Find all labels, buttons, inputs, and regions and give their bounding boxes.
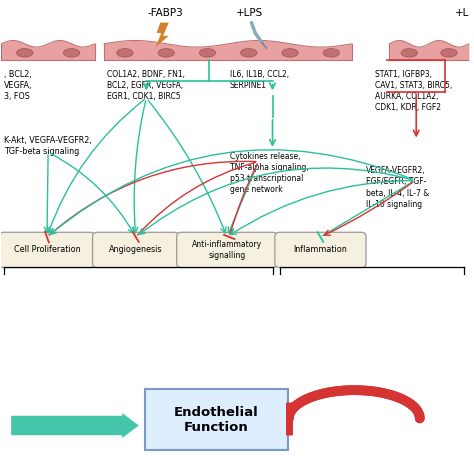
Ellipse shape bbox=[401, 49, 418, 57]
Polygon shape bbox=[155, 23, 169, 47]
Text: Cytokines release,
TNF-alpha signaling,
p53 transcriptional
gene network: Cytokines release, TNF-alpha signaling, … bbox=[229, 152, 308, 194]
Text: +LPS: +LPS bbox=[236, 9, 263, 18]
Ellipse shape bbox=[117, 49, 133, 57]
Ellipse shape bbox=[441, 49, 457, 57]
Text: VEGFA-VEGFR2,
EGF/EGFR, TGF-
beta, IL-4, IL-7 &
IL-10 signaling: VEGFA-VEGFR2, EGF/EGFR, TGF- beta, IL-4,… bbox=[366, 166, 429, 209]
FancyBboxPatch shape bbox=[177, 232, 277, 268]
Text: STAT1, IGFBP3,
CAV1, STAT3, BIRC5,
AURKA, COL1A2,
CDK1, KDR, FGF2: STAT1, IGFBP3, CAV1, STAT3, BIRC5, AURKA… bbox=[375, 70, 453, 112]
Ellipse shape bbox=[17, 49, 33, 57]
Text: Endothelial
Function: Endothelial Function bbox=[174, 406, 259, 434]
FancyArrowPatch shape bbox=[11, 413, 139, 438]
Text: Angiogenesis: Angiogenesis bbox=[109, 246, 163, 255]
Ellipse shape bbox=[199, 49, 216, 57]
Text: +L: +L bbox=[455, 9, 469, 18]
Text: -FABP3: -FABP3 bbox=[147, 9, 183, 18]
Text: Cell Proliferation: Cell Proliferation bbox=[14, 246, 80, 255]
FancyBboxPatch shape bbox=[0, 232, 95, 268]
Ellipse shape bbox=[323, 49, 339, 57]
Text: COL1A2, BDNF, FN1,
BCL2, EGFR, VEGFA,
EGR1, CDK1, BIRC5: COL1A2, BDNF, FN1, BCL2, EGFR, VEGFA, EG… bbox=[107, 70, 184, 101]
Text: , BCL2,
VEGFA,
3, FOS: , BCL2, VEGFA, 3, FOS bbox=[4, 70, 32, 101]
Text: Inflammation: Inflammation bbox=[293, 246, 347, 255]
Ellipse shape bbox=[64, 49, 80, 57]
Text: Anti-inflammatory
signalling: Anti-inflammatory signalling bbox=[192, 240, 262, 260]
FancyBboxPatch shape bbox=[275, 232, 366, 268]
Ellipse shape bbox=[241, 49, 257, 57]
Ellipse shape bbox=[282, 49, 298, 57]
Text: K-Akt, VEGFA-VEGFR2,
TGF-beta signaling: K-Akt, VEGFA-VEGFR2, TGF-beta signaling bbox=[4, 136, 91, 156]
FancyBboxPatch shape bbox=[145, 389, 288, 450]
Text: IL6, IL1B, CCL2,
SERPINE1: IL6, IL1B, CCL2, SERPINE1 bbox=[229, 70, 289, 90]
FancyBboxPatch shape bbox=[92, 232, 179, 268]
Ellipse shape bbox=[158, 49, 174, 57]
